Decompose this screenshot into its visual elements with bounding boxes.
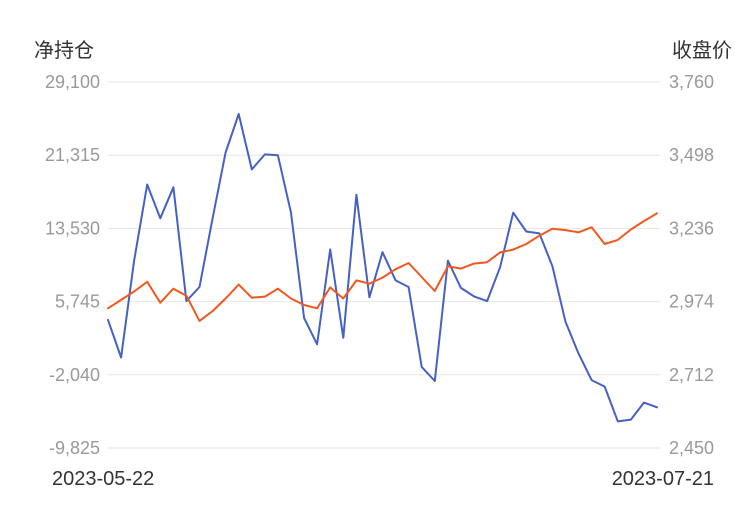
left-tick-label: 29,100: [45, 72, 100, 92]
right-tick-label: 2,974: [669, 292, 714, 312]
right-axis-title: 收盘价: [672, 38, 732, 62]
x-axis-start-date: 2023-05-22: [52, 468, 155, 490]
left-axis-title: 净持仓: [34, 38, 94, 62]
x-axis-end-date: 2023-07-21: [611, 468, 714, 490]
left-tick-label: 5,745: [55, 292, 100, 312]
left-tick-label: 13,530: [45, 218, 100, 238]
net-position-series-line: [107, 113, 658, 423]
close-price-series-line: [107, 212, 658, 322]
right-tick-label: 3,760: [669, 72, 714, 92]
left-tick-label: 21,315: [45, 145, 100, 165]
right-tick-label: 3,236: [669, 218, 714, 238]
right-tick-label: 3,498: [669, 145, 714, 165]
right-tick-label: 2,450: [669, 438, 714, 458]
right-tick-label: 2,712: [669, 365, 714, 385]
left-tick-label: -2,040: [49, 365, 100, 385]
left-tick-label: -9,825: [49, 438, 100, 458]
